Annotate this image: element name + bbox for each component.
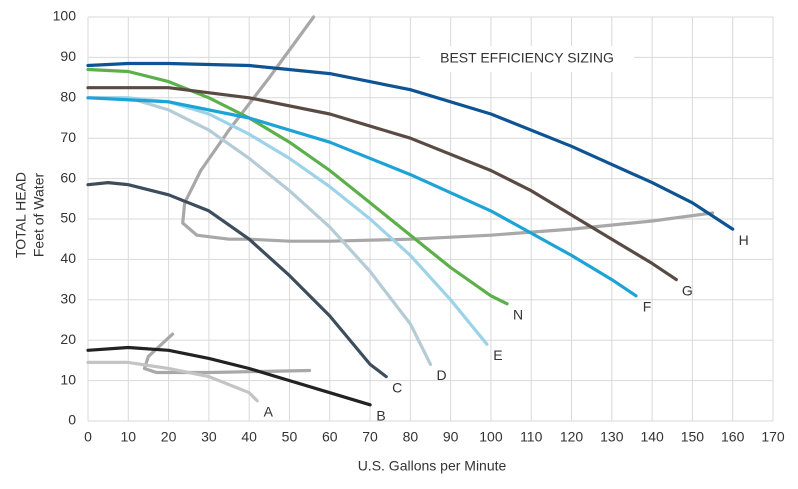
y-tick-label: 0: [68, 412, 76, 428]
y-tick-label: 70: [60, 129, 76, 145]
x-tick-label: 30: [201, 429, 217, 445]
x-tick-label: 100: [479, 429, 503, 445]
x-tick-label: 170: [761, 429, 785, 445]
x-tick-label: 130: [600, 429, 624, 445]
x-tick-label: 110: [520, 429, 543, 445]
series-label: A: [264, 404, 274, 420]
x-tick-label: 10: [121, 429, 137, 445]
line: [86, 345, 372, 407]
series-label: D: [436, 367, 446, 383]
series-label: E: [493, 347, 502, 363]
annotation: BEST EFFICIENCY SIZING: [440, 50, 614, 66]
line: [86, 360, 259, 403]
line: [86, 61, 735, 231]
series-label: N: [513, 307, 523, 323]
line: [86, 181, 388, 379]
line: [86, 96, 433, 366]
series-label: H: [739, 232, 749, 248]
x-tick-label: 50: [282, 429, 298, 445]
y-axis-label: TOTAL HEAD: [13, 172, 29, 258]
y-tick-label: 90: [60, 48, 76, 64]
y-tick-label: 50: [60, 210, 76, 226]
x-tick-label: 150: [681, 429, 705, 445]
y-tick-label: 60: [60, 169, 76, 185]
series-label: C: [392, 379, 402, 395]
y-tick-label: 40: [60, 250, 76, 266]
x-tick-label: 160: [721, 429, 745, 445]
x-tick-label: 0: [84, 429, 92, 445]
x-tick-label: 120: [560, 429, 584, 445]
y-tick-label: 10: [60, 371, 76, 387]
x-tick-label: 70: [362, 429, 378, 445]
x-tick-label: 140: [640, 429, 664, 445]
line: [86, 67, 509, 306]
y-tick-label: 20: [60, 331, 76, 347]
series-label: G: [682, 282, 693, 298]
line: [142, 332, 312, 375]
line: [86, 86, 678, 282]
x-tick-label: 60: [322, 429, 338, 445]
x-axis-label: U.S. Gallons per Minute: [358, 458, 507, 474]
line: [86, 96, 489, 346]
y-axis-label: Feet of Water: [31, 173, 47, 258]
y-tick-label: 80: [60, 89, 76, 105]
x-tick-label: 40: [241, 429, 257, 445]
y-tick-label: 100: [53, 8, 77, 24]
y-tick-label: 30: [60, 291, 76, 307]
x-tick-label: 20: [161, 429, 177, 445]
x-tick-label: 80: [403, 429, 419, 445]
annotation-background: [420, 46, 634, 72]
series-label: F: [643, 298, 652, 314]
x-tick-label: 90: [443, 429, 459, 445]
series-label: B: [376, 408, 385, 424]
line: [86, 96, 638, 298]
